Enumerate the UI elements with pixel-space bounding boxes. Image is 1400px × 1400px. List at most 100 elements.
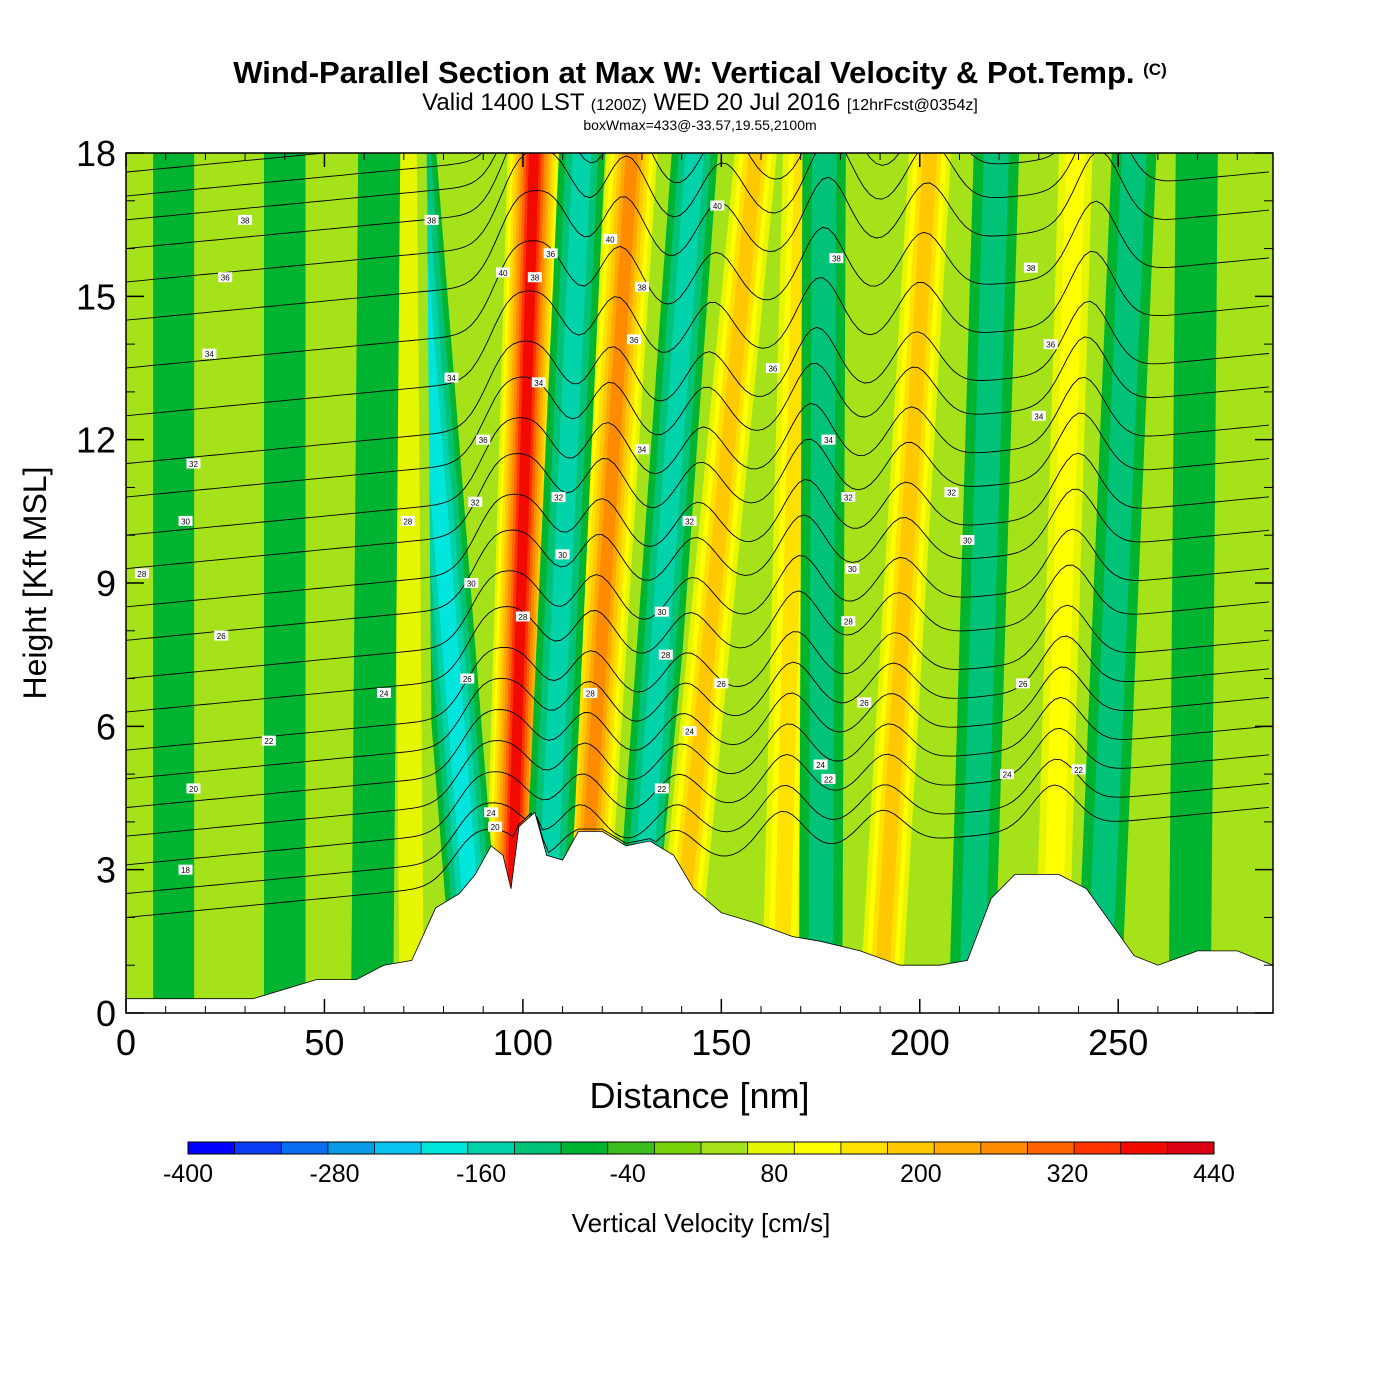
colorbar-tick-label: -160 bbox=[456, 1160, 506, 1188]
theta-contour-label: 38 bbox=[238, 214, 253, 225]
colorbar-tick-label: 200 bbox=[900, 1160, 942, 1188]
colorbar-swatch bbox=[234, 1142, 282, 1154]
colorbar-swatch bbox=[701, 1142, 749, 1154]
theta-contour-label-bg bbox=[515, 611, 530, 622]
colorbar-tick-label: 440 bbox=[1193, 1160, 1235, 1188]
theta-contour-line bbox=[126, 758, 1270, 895]
theta-contour-label-bg bbox=[603, 234, 618, 244]
theta-contour-label-bg bbox=[682, 515, 697, 526]
theta-contour-label-bg bbox=[400, 515, 415, 526]
theta-contour-label: 40 bbox=[603, 234, 618, 245]
theta-contour-label: 26 bbox=[1015, 678, 1030, 689]
theta-contour-label-text: 24 bbox=[816, 761, 825, 770]
theta-contour-label-text: 34 bbox=[637, 446, 646, 455]
theta-contour-label-text: 24 bbox=[1003, 771, 1012, 780]
velocity-band bbox=[1168, 153, 1218, 1013]
colorbar-swatch bbox=[840, 1142, 889, 1154]
theta-contour-label-bg bbox=[813, 759, 828, 770]
theta-contour-label-text: 26 bbox=[463, 675, 472, 684]
x-axis-label: Distance [nm] bbox=[589, 1075, 809, 1116]
theta-contour-label-bg bbox=[527, 272, 542, 283]
theta-contour-label-bg bbox=[829, 253, 844, 264]
utc-time: (1200Z) bbox=[590, 97, 647, 114]
theta-contour-label: 32 bbox=[468, 496, 483, 507]
theta-contour-label-bg bbox=[682, 726, 697, 737]
theta-contour-label-bg bbox=[634, 444, 649, 455]
theta-contour-label-text: 38 bbox=[241, 216, 250, 225]
theta-contour-label: 28 bbox=[658, 649, 673, 660]
theta-contour-label-bg bbox=[960, 535, 975, 545]
theta-contour-label-text: 36 bbox=[221, 274, 230, 283]
theta-contour-line bbox=[126, 488, 1270, 641]
velocity-band-shell bbox=[153, 153, 195, 1013]
theta-contour-label-bg bbox=[134, 568, 149, 579]
theta-contour-label-bg bbox=[543, 248, 558, 259]
terrain bbox=[126, 811, 1273, 1013]
theta-contour-line bbox=[126, 153, 1270, 321]
theta-contour-label-text: 32 bbox=[947, 489, 956, 498]
theta-contour-label: 32 bbox=[944, 487, 959, 498]
theta-contour-line bbox=[126, 666, 1270, 809]
theta-contour-line bbox=[126, 153, 329, 173]
theta-contour-label-text: 40 bbox=[713, 202, 722, 211]
theta-contour-label-bg bbox=[218, 272, 233, 283]
theta-contour-label: 26 bbox=[714, 678, 729, 689]
theta-contour-label-text: 38 bbox=[637, 283, 646, 292]
theta-contour-label: 36 bbox=[1043, 339, 1058, 350]
theta-contour-label-bg bbox=[531, 377, 546, 388]
colorbar-tick-label: -280 bbox=[310, 1160, 360, 1188]
theta-contour-label-bg bbox=[634, 281, 649, 292]
velocity-band-shell bbox=[666, 153, 763, 1013]
theta-contour-label-text: 38 bbox=[427, 216, 436, 225]
theta-contour-label-bg bbox=[238, 214, 253, 225]
colorbar-swatch bbox=[281, 1142, 329, 1154]
theta-contour-label: 22 bbox=[821, 773, 836, 784]
theta-contour-label: 28 bbox=[515, 611, 530, 622]
y-tick-label: 6 bbox=[96, 706, 116, 747]
theta-contour-label-bg bbox=[1043, 339, 1058, 350]
theta-contour-label: 28 bbox=[400, 515, 415, 526]
colorbar-tick-label: -40 bbox=[610, 1160, 646, 1188]
theta-contour-label: 28 bbox=[841, 616, 856, 627]
theta-contour-label-text: 30 bbox=[963, 537, 972, 546]
theta-contour-label-bg bbox=[376, 687, 391, 698]
theta-contour-label-bg bbox=[444, 372, 459, 383]
theta-contour-label: 24 bbox=[376, 687, 391, 698]
colorbar-swatch bbox=[561, 1142, 609, 1154]
theta-contour-label-text: 36 bbox=[1046, 341, 1055, 350]
colorbar-swatch bbox=[1120, 1142, 1168, 1154]
velocity-band-shell bbox=[958, 153, 1009, 1013]
velocity-band-shell bbox=[392, 153, 424, 1013]
velocity-band bbox=[549, 153, 662, 1013]
theta-contour-label-text: 24 bbox=[380, 689, 389, 698]
theta-contour-label-bg bbox=[654, 606, 669, 617]
y-tick-label: 9 bbox=[96, 563, 116, 604]
theta-contour-label: 34 bbox=[202, 348, 217, 359]
theta-contour-label-text: 28 bbox=[403, 517, 412, 526]
theta-contour-label: 32 bbox=[186, 458, 201, 469]
theta-contour-label: 30 bbox=[464, 578, 479, 589]
colorbar-frame bbox=[187, 1141, 1215, 1155]
theta-contour-label-bg bbox=[654, 783, 669, 794]
theta-contour-label-text: 36 bbox=[768, 365, 777, 374]
theta-contour-label-bg bbox=[658, 649, 673, 660]
theta-contour-labels: 18 20 22 26 28 30 32 34 36 38 24 28 34 38 36 32 30 26 24 20… bbox=[134, 200, 1086, 875]
theta-contour-label-text: 40 bbox=[606, 236, 615, 245]
theta-contour-label: 24 bbox=[813, 759, 828, 770]
theta-contour-label: 28 bbox=[583, 687, 598, 698]
theta-contour-line bbox=[126, 153, 1056, 250]
theta-contour-label: 34 bbox=[444, 372, 459, 383]
velocity-band bbox=[153, 153, 195, 1013]
theta-contour-label-text: 24 bbox=[487, 809, 496, 818]
theta-contour-line bbox=[126, 727, 1270, 866]
theta-contour-label-text: 30 bbox=[467, 580, 476, 589]
theta-contour-label: 20 bbox=[186, 783, 201, 794]
theta-contour-label: 24 bbox=[682, 726, 697, 737]
theta-contour-label-bg bbox=[714, 678, 729, 689]
theta-contour-line bbox=[126, 153, 683, 221]
theta-contour-label-bg bbox=[178, 864, 193, 875]
theta-contour-label: 32 bbox=[551, 492, 566, 503]
theta-contour-label-bg bbox=[460, 673, 475, 684]
theta-contour-label: 20 bbox=[488, 821, 503, 832]
theta-contour-label-bg bbox=[857, 697, 872, 708]
